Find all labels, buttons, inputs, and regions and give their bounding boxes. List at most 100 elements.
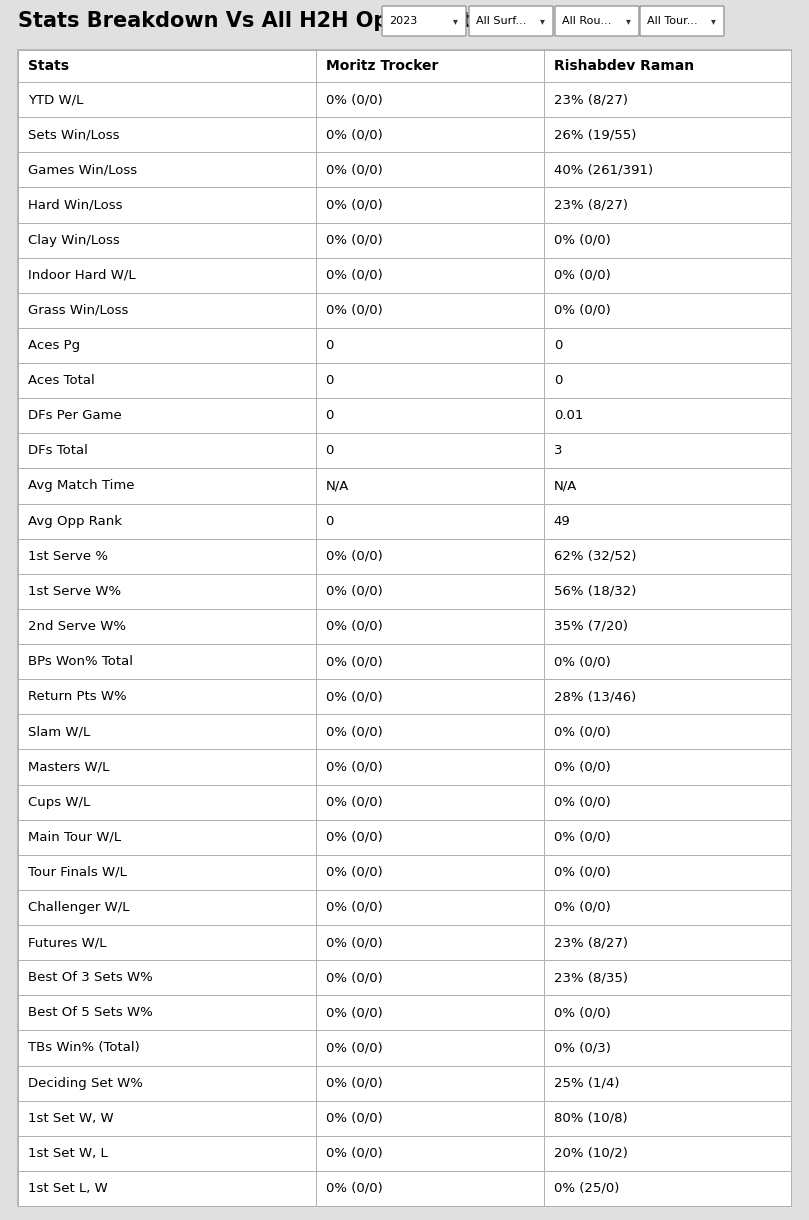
- Text: ▾: ▾: [710, 16, 715, 26]
- Text: 28% (13/46): 28% (13/46): [553, 691, 636, 703]
- Bar: [316, 117, 544, 152]
- Text: 0.01: 0.01: [553, 409, 583, 422]
- Text: Games Win/Loss: Games Win/Loss: [28, 163, 137, 177]
- Bar: [18, 257, 316, 293]
- Bar: [544, 293, 791, 328]
- Bar: [544, 1100, 791, 1136]
- Text: 0% (0/0): 0% (0/0): [325, 584, 383, 598]
- Text: 0% (0/0): 0% (0/0): [553, 795, 610, 809]
- Bar: [316, 925, 544, 960]
- Bar: [544, 573, 791, 609]
- Bar: [544, 222, 791, 257]
- Bar: [18, 1031, 316, 1065]
- Bar: [18, 925, 316, 960]
- Bar: [316, 504, 544, 538]
- Bar: [316, 960, 544, 996]
- Text: 0: 0: [553, 339, 562, 351]
- Text: 0% (0/0): 0% (0/0): [553, 760, 610, 773]
- Bar: [18, 50, 316, 82]
- Text: 0% (0/0): 0% (0/0): [325, 304, 383, 317]
- Text: 2nd Serve W%: 2nd Serve W%: [28, 620, 126, 633]
- Text: 0% (0/0): 0% (0/0): [325, 760, 383, 773]
- Bar: [18, 996, 316, 1031]
- Bar: [18, 714, 316, 749]
- Bar: [544, 644, 791, 680]
- Bar: [18, 1171, 316, 1207]
- Text: 0% (0/0): 0% (0/0): [325, 900, 383, 914]
- FancyBboxPatch shape: [382, 6, 466, 37]
- Bar: [544, 889, 791, 925]
- Text: 62% (32/52): 62% (32/52): [553, 550, 636, 562]
- Text: YTD W/L: YTD W/L: [28, 93, 83, 106]
- Bar: [544, 538, 791, 573]
- Bar: [18, 855, 316, 889]
- Text: Main Tour W/L: Main Tour W/L: [28, 831, 121, 844]
- Text: DFs Total: DFs Total: [28, 444, 88, 458]
- Bar: [316, 784, 544, 820]
- Text: 0% (0/0): 0% (0/0): [325, 866, 383, 878]
- Bar: [316, 50, 544, 82]
- Text: 0% (0/0): 0% (0/0): [553, 831, 610, 844]
- Text: Moritz Trocker: Moritz Trocker: [325, 59, 438, 73]
- Bar: [18, 293, 316, 328]
- Text: 23% (8/35): 23% (8/35): [553, 971, 628, 985]
- Text: 23% (8/27): 23% (8/27): [553, 93, 628, 106]
- Bar: [544, 50, 791, 82]
- Text: Tour Finals W/L: Tour Finals W/L: [28, 866, 127, 878]
- Bar: [316, 855, 544, 889]
- Text: Deciding Set W%: Deciding Set W%: [28, 1076, 143, 1089]
- Text: 0: 0: [325, 339, 334, 351]
- Bar: [316, 1171, 544, 1207]
- Bar: [316, 889, 544, 925]
- Bar: [316, 433, 544, 468]
- Bar: [18, 152, 316, 188]
- Bar: [18, 680, 316, 714]
- Bar: [18, 188, 316, 222]
- Text: 0% (0/0): 0% (0/0): [325, 691, 383, 703]
- Text: 0% (25/0): 0% (25/0): [553, 1182, 619, 1194]
- Text: 0% (0/0): 0% (0/0): [325, 795, 383, 809]
- Bar: [316, 188, 544, 222]
- Bar: [544, 328, 791, 364]
- Bar: [18, 1065, 316, 1100]
- Bar: [544, 188, 791, 222]
- Bar: [18, 784, 316, 820]
- Text: 0: 0: [325, 444, 334, 458]
- Bar: [18, 222, 316, 257]
- Text: 0% (0/0): 0% (0/0): [553, 726, 610, 738]
- Bar: [544, 925, 791, 960]
- Bar: [316, 364, 544, 398]
- Bar: [544, 784, 791, 820]
- Text: DFs Per Game: DFs Per Game: [28, 409, 121, 422]
- Text: 1st Serve %: 1st Serve %: [28, 550, 108, 562]
- Bar: [18, 1136, 316, 1171]
- Bar: [316, 1136, 544, 1171]
- Text: 40% (261/391): 40% (261/391): [553, 163, 653, 177]
- Text: TBs Win% (Total): TBs Win% (Total): [28, 1042, 140, 1054]
- Bar: [18, 398, 316, 433]
- Text: 56% (18/32): 56% (18/32): [553, 584, 636, 598]
- Bar: [544, 1031, 791, 1065]
- Bar: [18, 820, 316, 855]
- Text: Aces Total: Aces Total: [28, 375, 95, 387]
- FancyBboxPatch shape: [469, 6, 553, 37]
- Text: 0% (0/0): 0% (0/0): [325, 1182, 383, 1194]
- Text: ▾: ▾: [540, 16, 544, 26]
- Bar: [18, 468, 316, 504]
- Text: 0% (0/0): 0% (0/0): [325, 971, 383, 985]
- Bar: [18, 609, 316, 644]
- Text: 80% (10/8): 80% (10/8): [553, 1111, 627, 1125]
- Bar: [544, 398, 791, 433]
- Text: Avg Match Time: Avg Match Time: [28, 479, 134, 493]
- Bar: [544, 1065, 791, 1100]
- Text: Indoor Hard W/L: Indoor Hard W/L: [28, 268, 136, 282]
- Text: BPs Won% Total: BPs Won% Total: [28, 655, 133, 669]
- Bar: [316, 82, 544, 117]
- Bar: [316, 573, 544, 609]
- Bar: [544, 468, 791, 504]
- Text: 0% (0/0): 0% (0/0): [553, 304, 610, 317]
- Text: 0% (0/0): 0% (0/0): [553, 655, 610, 669]
- Bar: [18, 573, 316, 609]
- Bar: [544, 820, 791, 855]
- Bar: [316, 222, 544, 257]
